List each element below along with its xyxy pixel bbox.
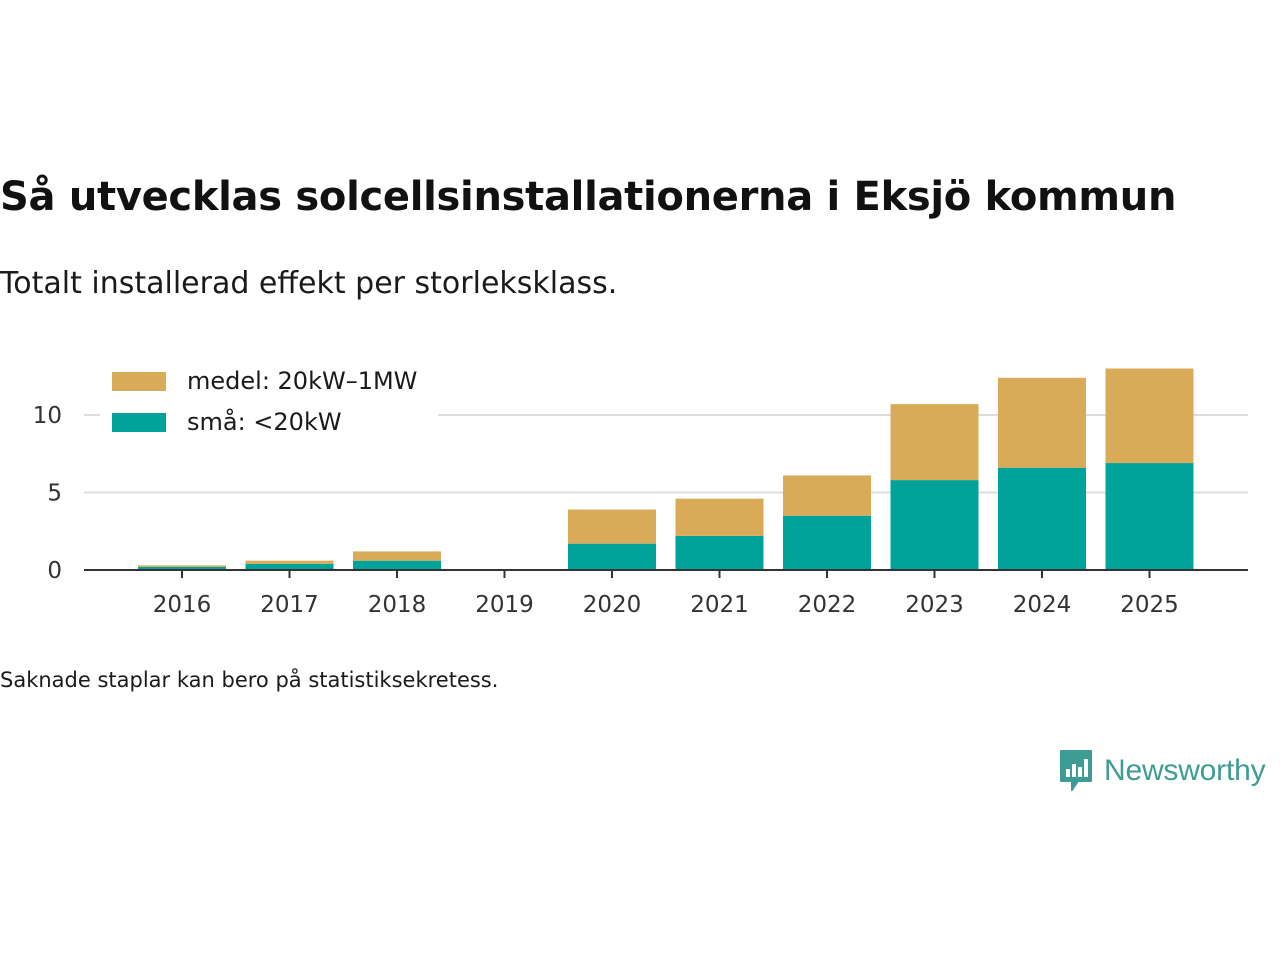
bar-medel-2022 — [783, 475, 871, 516]
bar-medel-2024 — [998, 377, 1086, 468]
x-tick-label: 2019 — [475, 592, 534, 618]
bar-sma-2023 — [890, 480, 979, 570]
bar-medel-2023 — [890, 404, 979, 481]
y-tick-label: 5 — [47, 481, 62, 507]
bar-sma-2024 — [998, 467, 1086, 570]
bar-sma-2025 — [1105, 463, 1194, 570]
legend-label-medel: medel: 20kW–1MW — [187, 367, 417, 395]
bar-sma-2022 — [783, 515, 871, 570]
brand-name: Newsworthy — [1104, 754, 1266, 787]
chart-title: Så utvecklas solcellsinstallationerna i … — [0, 174, 1177, 220]
axes: 0 5 10 2016 2017 2018 2019 2020 2021 2022 2023 2024… — [33, 403, 1248, 618]
bar-sma-2020 — [568, 543, 656, 570]
x-tick-label: 2024 — [1013, 592, 1072, 618]
bar-sma-2017 — [245, 563, 334, 570]
x-tick-label: 2023 — [905, 592, 964, 618]
bar-sma-2016 — [138, 566, 226, 570]
bar-medel-2025 — [1105, 368, 1194, 464]
x-tick-label: 2025 — [1120, 592, 1179, 618]
bar-chart: 0 5 10 2016 2017 2018 2019 2020 2021 2022 2023 2024… — [33, 360, 1248, 618]
bar-medel-2020 — [568, 509, 656, 544]
x-tick-label: 2018 — [368, 592, 427, 618]
newsworthy-logo: Newsworthy — [1058, 748, 1266, 794]
bar-medel-2017 — [245, 560, 334, 564]
bars — [138, 368, 1194, 570]
bar-medel-2021 — [675, 498, 764, 536]
legend: medel: 20kW–1MW små: <20kW — [100, 360, 438, 444]
legend-swatch-medel — [112, 372, 166, 391]
x-tick-label: 2021 — [690, 592, 749, 618]
legend-label-sma: små: <20kW — [187, 407, 342, 436]
bar-sma-2018 — [353, 560, 441, 570]
bar-medel-2018 — [353, 551, 441, 561]
x-tick-label: 2017 — [260, 592, 319, 618]
chart-subtitle: Totalt installerad effekt per storlekskl… — [0, 266, 618, 301]
bar-medel-2016 — [138, 565, 226, 567]
newsworthy-logo-icon — [1060, 750, 1092, 791]
x-tick-label: 2020 — [583, 592, 642, 618]
y-tick-label: 0 — [47, 558, 62, 584]
x-tick-label: 2022 — [798, 592, 857, 618]
y-tick-label: 10 — [33, 403, 62, 429]
x-tick-label: 2016 — [153, 592, 212, 618]
footnote: Saknade staplar kan bero på statistiksek… — [0, 668, 499, 692]
legend-swatch-sma — [112, 413, 166, 432]
bar-sma-2021 — [675, 535, 764, 570]
